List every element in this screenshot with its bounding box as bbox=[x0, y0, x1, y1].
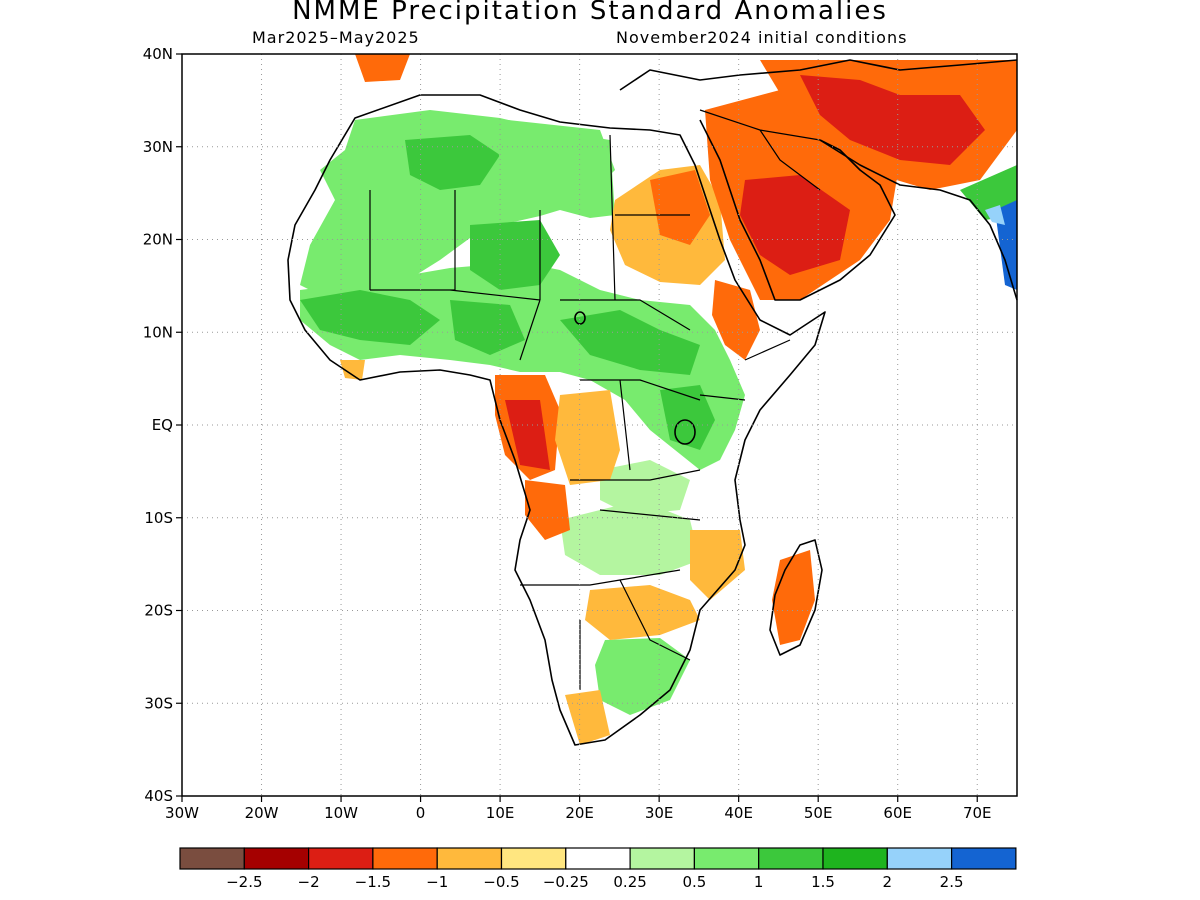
lake-victoria bbox=[674, 419, 696, 445]
arabia-coastline bbox=[699, 119, 896, 301]
dry-region-westafrica bbox=[340, 360, 365, 380]
legend-swatch bbox=[758, 847, 824, 870]
wet-core-sudan bbox=[560, 310, 700, 375]
lat-label: 20N bbox=[143, 231, 173, 249]
lon-label: 60E bbox=[883, 804, 912, 822]
lon-label: 20E bbox=[565, 804, 594, 822]
lon-label: 70E bbox=[963, 804, 992, 822]
lon-label: 0 bbox=[416, 804, 426, 822]
lat-label: 20S bbox=[144, 602, 173, 620]
wet-core-east bbox=[660, 385, 715, 450]
dry-region-drc bbox=[555, 390, 620, 485]
lon-label: 20W bbox=[245, 804, 279, 822]
africa-coastline bbox=[287, 94, 826, 746]
wet-core-niger bbox=[470, 220, 560, 290]
anomaly-field bbox=[300, 54, 1017, 745]
legend-swatch bbox=[629, 847, 695, 870]
chart-title: NMME Precipitation Standard Anomalies bbox=[292, 0, 888, 26]
forecast-period: Mar2025–May2025 bbox=[252, 28, 420, 47]
legend-label: −2.5 bbox=[226, 873, 262, 891]
legend-swatch bbox=[950, 847, 1017, 870]
legend-label: −0.25 bbox=[543, 873, 589, 891]
legend-swatch bbox=[243, 847, 310, 870]
lat-label: 10S bbox=[144, 509, 173, 527]
dry-core-arabia bbox=[740, 175, 850, 275]
legend-label: 2.5 bbox=[940, 873, 964, 891]
legend-label: −2 bbox=[298, 873, 320, 891]
lon-label: 50E bbox=[804, 804, 833, 822]
wet-core-nigeria bbox=[450, 300, 525, 355]
dry-region-angola bbox=[525, 480, 570, 540]
country-borders bbox=[287, 59, 1018, 746]
legend-label: −1.5 bbox=[355, 873, 391, 891]
wet-region-zambia bbox=[560, 500, 700, 575]
wet-region-south bbox=[595, 638, 690, 715]
legend-swatch bbox=[179, 847, 245, 870]
legend-swatch bbox=[822, 847, 888, 870]
lon-label: 40E bbox=[724, 804, 753, 822]
border-lines bbox=[369, 109, 821, 690]
legend-swatch bbox=[565, 847, 631, 870]
legend-label: 1 bbox=[754, 873, 764, 891]
lon-label: 30W bbox=[165, 804, 199, 822]
legend-label: 2 bbox=[883, 873, 893, 891]
lat-label: 10N bbox=[143, 323, 173, 341]
dry-region-mozambique bbox=[690, 530, 745, 600]
lat-label: EQ bbox=[152, 416, 173, 434]
dry-core-iran bbox=[800, 75, 985, 165]
legend-swatch bbox=[500, 847, 567, 870]
lat-label: 30N bbox=[143, 138, 173, 156]
wet-light-india bbox=[985, 205, 1005, 225]
wet-region-congo bbox=[600, 460, 690, 515]
legend-swatch bbox=[372, 847, 438, 870]
dry-core-egypt bbox=[650, 170, 710, 245]
legend-swatch bbox=[436, 847, 503, 870]
legend-label: 1.5 bbox=[811, 873, 835, 891]
wet-core-west bbox=[300, 290, 440, 345]
dry-region-cape bbox=[565, 690, 610, 745]
mediterranean-coast bbox=[619, 59, 1018, 91]
legend-label: 0.25 bbox=[613, 873, 646, 891]
legend-label: 0.5 bbox=[682, 873, 706, 891]
wet-core-sahara bbox=[405, 135, 500, 190]
gulf-coast bbox=[819, 139, 1018, 301]
dry-region-north bbox=[355, 54, 410, 82]
wet-region-libya bbox=[490, 118, 615, 205]
initial-conditions: November2024 initial conditions bbox=[616, 28, 908, 47]
lon-label: 30E bbox=[645, 804, 674, 822]
lat-label: 30S bbox=[144, 694, 173, 712]
dry-core-gabon bbox=[505, 400, 550, 470]
legend-swatch bbox=[886, 847, 953, 870]
lon-label: 10E bbox=[486, 804, 515, 822]
legend-swatch bbox=[693, 847, 760, 870]
graticule bbox=[182, 54, 1017, 796]
lat-label: 40N bbox=[143, 45, 173, 63]
legend-swatch bbox=[308, 847, 374, 870]
legend-label: −1 bbox=[426, 873, 448, 891]
dry-region-botswana bbox=[585, 585, 700, 640]
color-legend: −2.5 −2 −1.5 −1 −0.5 −0.25 0.25 0.5 1 1.5 2 2.5 bbox=[179, 847, 1017, 891]
dry-region-madagascar bbox=[772, 550, 815, 645]
lat-label: 40S bbox=[144, 787, 173, 805]
lon-label: 10W bbox=[324, 804, 358, 822]
legend-label: −0.5 bbox=[483, 873, 519, 891]
